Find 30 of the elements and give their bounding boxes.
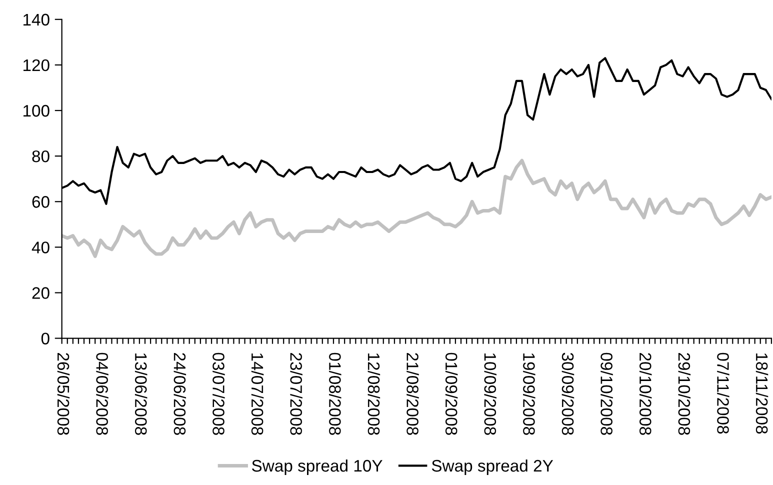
x-tick-label: 30/09/2008 xyxy=(562,352,574,435)
y-tick-label: 100 xyxy=(24,104,50,117)
x-tick-label: 09/10/2008 xyxy=(600,352,613,435)
x-tick-label: 24/06/2008 xyxy=(174,353,186,435)
legend-label: Swap spread 10Y xyxy=(252,459,382,475)
legend-label: Swap spread 2Y xyxy=(432,459,554,475)
x-tick-label: 19/09/2008 xyxy=(523,353,536,435)
x-tick-label: 20/10/2008 xyxy=(639,353,652,435)
y-tick-label: 80 xyxy=(32,150,50,162)
x-tick-label: 07/11/2008 xyxy=(717,352,730,434)
y-tick-label: 140 xyxy=(24,14,50,26)
x-tick-label: 26/05/2008 xyxy=(57,353,70,435)
x-tick-label: 23/07/2008 xyxy=(290,353,302,435)
x-tick-label: 03/07/2008 xyxy=(212,352,225,435)
y-tick-label: 0 xyxy=(41,332,50,344)
x-tick-label: 04/06/2008 xyxy=(96,352,108,435)
y-tick-label: 20 xyxy=(32,287,50,299)
line-series xyxy=(62,158,772,258)
x-tick-label: 29/10/2008 xyxy=(678,353,691,435)
y-tick-label: 120 xyxy=(24,59,50,72)
y-tick-label: 60 xyxy=(32,196,50,208)
x-tick-label: 10/09/2008 xyxy=(484,353,496,435)
x-tick-label: 01/09/2008 xyxy=(445,352,458,435)
x-tick-label: 13/06/2008 xyxy=(134,353,148,435)
x-tick-label: 21/08/2008 xyxy=(406,353,419,435)
x-tick-label: 14/07/2008 xyxy=(251,353,264,435)
x-tick-label: 18/11/2008 xyxy=(756,353,768,434)
x-tick-label: 12/08/2008 xyxy=(368,353,380,435)
x-tick-label: 01/08/2008 xyxy=(329,352,342,435)
y-tick-label: 40 xyxy=(32,242,50,254)
